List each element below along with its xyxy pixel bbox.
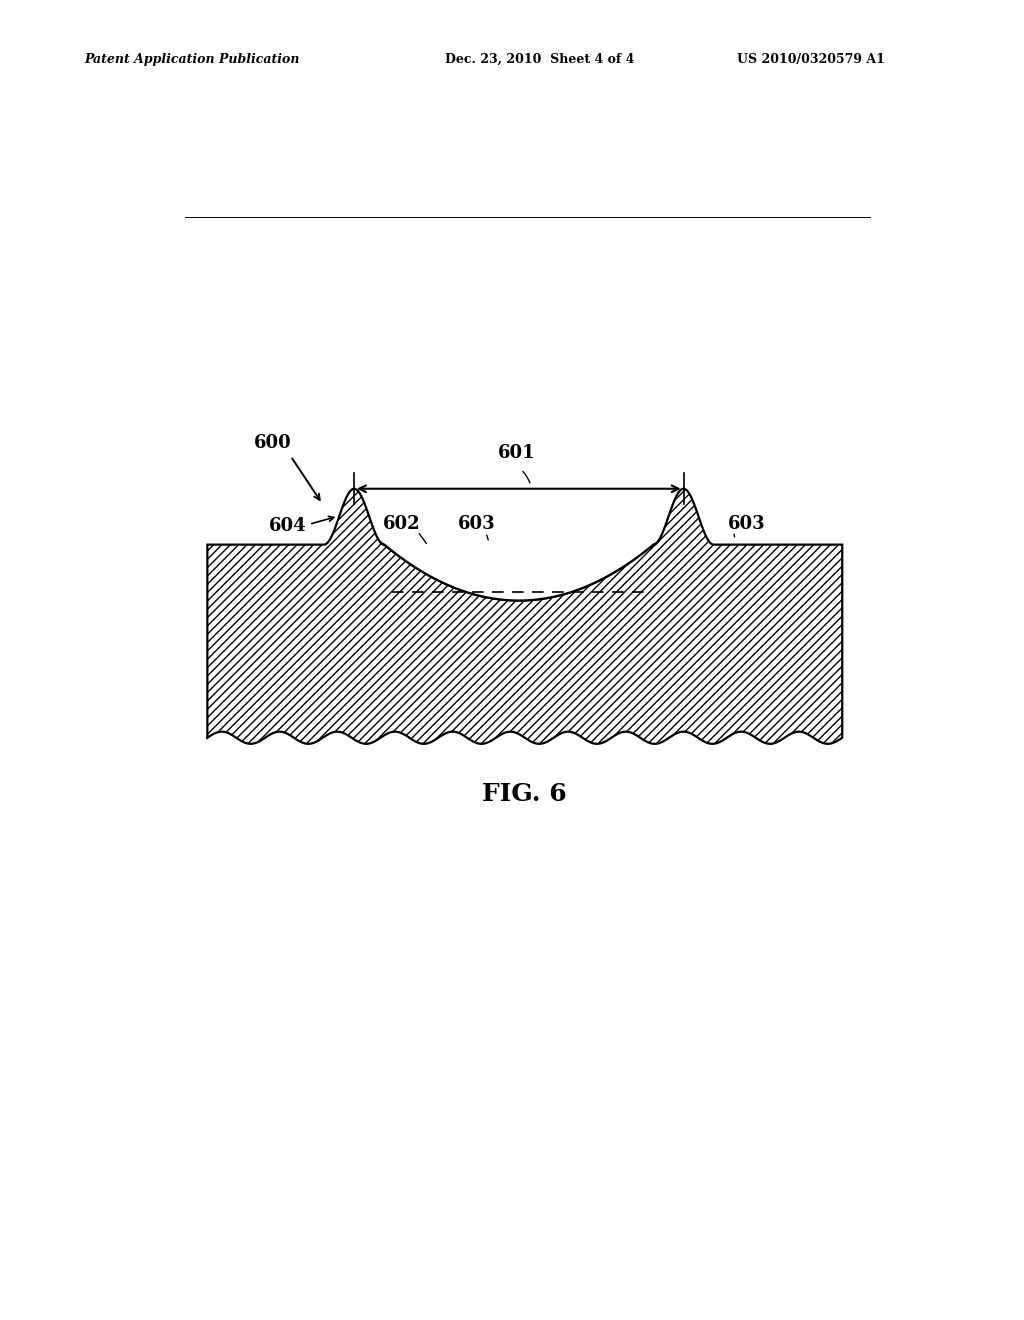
Polygon shape xyxy=(207,488,842,744)
Text: 600: 600 xyxy=(254,434,291,451)
Text: 602: 602 xyxy=(383,515,421,533)
Text: 601: 601 xyxy=(498,444,536,462)
Text: 603: 603 xyxy=(728,515,766,533)
Text: 604: 604 xyxy=(269,517,306,536)
Text: Patent Application Publication: Patent Application Publication xyxy=(84,53,299,66)
Text: US 2010/0320579 A1: US 2010/0320579 A1 xyxy=(737,53,885,66)
Text: FIG. 6: FIG. 6 xyxy=(482,781,567,805)
Polygon shape xyxy=(384,544,653,601)
Text: 603: 603 xyxy=(459,515,496,533)
Text: Dec. 23, 2010  Sheet 4 of 4: Dec. 23, 2010 Sheet 4 of 4 xyxy=(445,53,635,66)
